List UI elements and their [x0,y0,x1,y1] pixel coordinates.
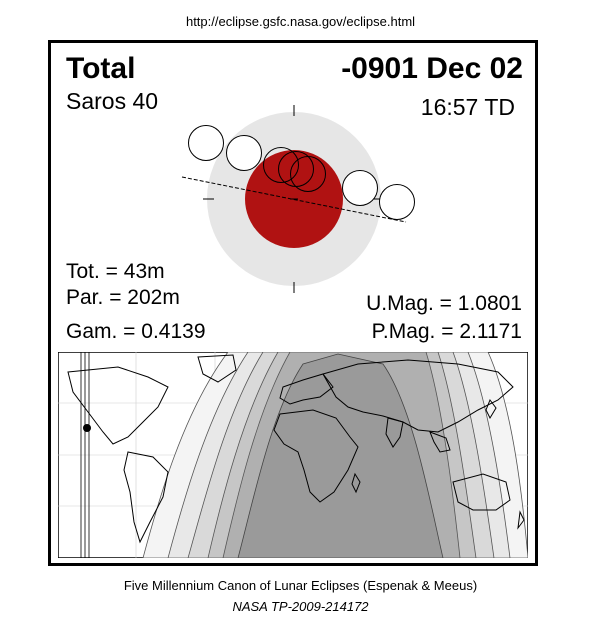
continent-new-zealand [517,510,525,530]
moon-position-p4 [379,184,415,220]
eclipse-type-title: Total [66,52,136,85]
continent-asia [322,359,514,433]
moon-path-line [181,176,407,223]
continent-australia [452,473,511,511]
continent-greenland [197,354,237,383]
continent-outlines [67,354,525,544]
penumbral-magnitude: P.Mag. = 2.1171 [371,320,522,343]
continent-north-america [67,366,169,445]
continent-africa [273,409,359,503]
continent-japan [485,398,497,420]
saros-number: Saros 40 [66,88,159,114]
canon-citation: Five Millennium Canon of Lunar Eclipses … [123,578,478,593]
continent-southeast-asia [429,431,451,453]
continent-madagascar [351,472,361,494]
continent-india [385,417,404,448]
gamma-value: Gam. = 0.4139 [66,320,206,343]
visibility-world-map [58,352,528,558]
sub-lunar-point [83,424,91,432]
moon-position-u2 [263,147,299,183]
continent-south-america [123,451,169,544]
moon-position-u1 [226,135,262,171]
umbral-magnitude: U.Mag. = 1.0801 [366,292,522,315]
eclipse-panel-frame [48,40,538,566]
eclipse-time: 16:57 TD [420,94,515,120]
totality-duration: Tot. = 43m [66,260,165,283]
eclipse-date: -0901 Dec 02 [341,52,523,85]
publication-reference: NASA TP-2009-214172 [232,599,369,614]
moon-position-u3 [290,156,326,192]
continent-europe [279,373,334,405]
source-url[interactable]: http://eclipse.gsfc.nasa.gov/eclipse.htm… [185,14,416,29]
zone-full-visibility [237,353,444,558]
moon-position-u4 [342,170,378,206]
partial-duration: Par. = 202m [66,286,180,309]
moon-position-p1 [188,125,224,161]
